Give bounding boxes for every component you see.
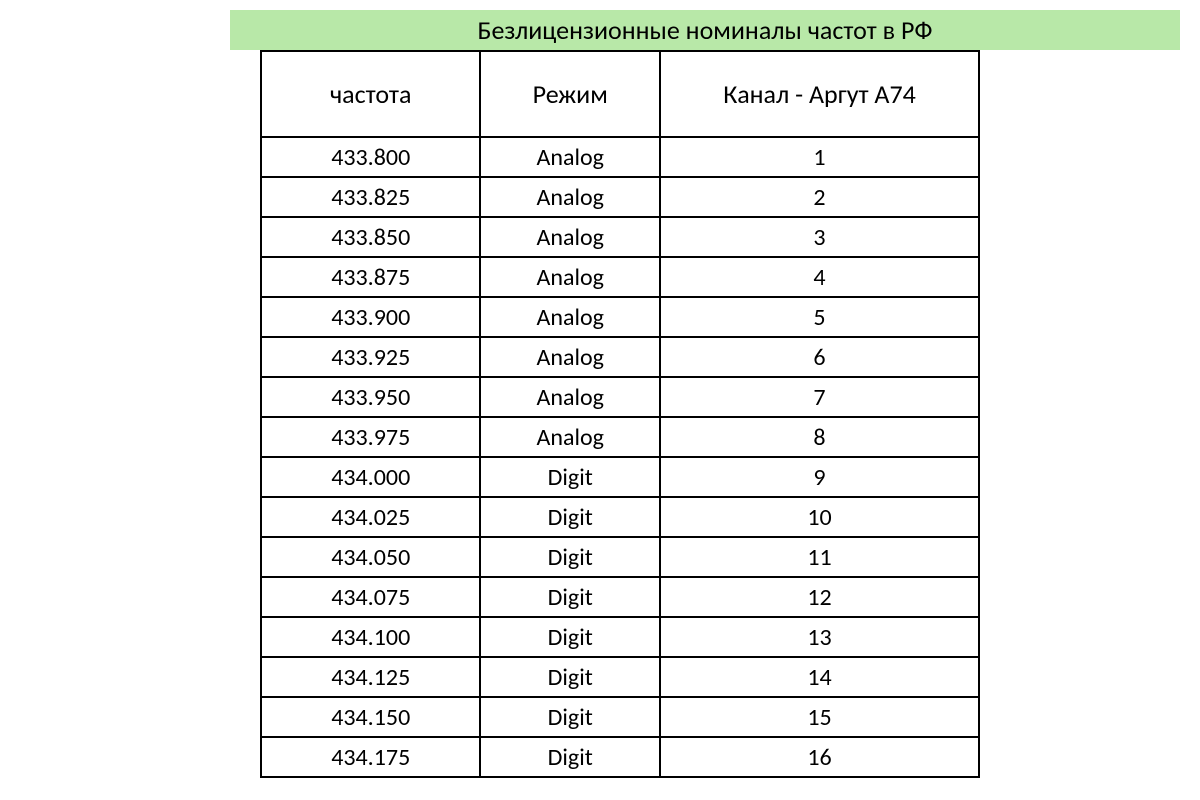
table-cell: 434.075 — [261, 577, 480, 617]
column-header-frequency: частота — [261, 51, 480, 137]
table-cell: 433.800 — [261, 137, 480, 177]
frequency-table: частота Режим Канал - Аргут А74 433.800A… — [260, 50, 980, 778]
table-cell: 15 — [660, 697, 979, 737]
table-cell: 12 — [660, 577, 979, 617]
table-cell: 433.975 — [261, 417, 480, 457]
table-cell: Analog — [480, 417, 660, 457]
table-cell: Digit — [480, 497, 660, 537]
table-row: 433.825Analog2 — [261, 177, 979, 217]
table-cell: 433.900 — [261, 297, 480, 337]
table-row: 434.075Digit12 — [261, 577, 979, 617]
table-row: 434.175Digit16 — [261, 737, 979, 777]
table-cell: Analog — [480, 337, 660, 377]
table-cell: 13 — [660, 617, 979, 657]
table-cell: 434.175 — [261, 737, 480, 777]
table-cell: Digit — [480, 617, 660, 657]
table-cell: 14 — [660, 657, 979, 697]
table-cell: Digit — [480, 577, 660, 617]
table-cell: 433.850 — [261, 217, 480, 257]
table-cell: 434.025 — [261, 497, 480, 537]
table-cell: 2 — [660, 177, 979, 217]
table-body: 433.800Analog1433.825Analog2433.850Analo… — [261, 137, 979, 777]
table-cell: Analog — [480, 297, 660, 337]
table-row: 433.850Analog3 — [261, 217, 979, 257]
table-cell: 433.925 — [261, 337, 480, 377]
table-cell: Digit — [480, 537, 660, 577]
table-row: 434.150Digit15 — [261, 697, 979, 737]
table-cell: 434.050 — [261, 537, 480, 577]
column-header-mode: Режим — [480, 51, 660, 137]
table-cell: Analog — [480, 137, 660, 177]
table-cell: 433.825 — [261, 177, 480, 217]
table-row: 434.000Digit9 — [261, 457, 979, 497]
table-cell: Analog — [480, 217, 660, 257]
table-cell: Digit — [480, 657, 660, 697]
table-cell: 5 — [660, 297, 979, 337]
table-row: 433.950Analog7 — [261, 377, 979, 417]
table-cell: Digit — [480, 457, 660, 497]
table-cell: 434.125 — [261, 657, 480, 697]
table-cell: Analog — [480, 177, 660, 217]
table-cell: 8 — [660, 417, 979, 457]
table-row: 433.975Analog8 — [261, 417, 979, 457]
table-cell: Analog — [480, 257, 660, 297]
page-title: Безлицензионные номиналы частот в РФ — [230, 10, 1180, 50]
table-row: 433.800Analog1 — [261, 137, 979, 177]
table-cell: 11 — [660, 537, 979, 577]
table-cell: 4 — [660, 257, 979, 297]
table-cell: 9 — [660, 457, 979, 497]
table-cell: Digit — [480, 737, 660, 777]
table-cell: 10 — [660, 497, 979, 537]
table-row: 434.050Digit11 — [261, 537, 979, 577]
table-cell: 7 — [660, 377, 979, 417]
table-cell: 3 — [660, 217, 979, 257]
table-header-row: частота Режим Канал - Аргут А74 — [261, 51, 979, 137]
column-header-channel: Канал - Аргут А74 — [660, 51, 979, 137]
table-cell: 433.950 — [261, 377, 480, 417]
table-cell: 6 — [660, 337, 979, 377]
table-cell: 433.875 — [261, 257, 480, 297]
table-row: 433.925Analog6 — [261, 337, 979, 377]
table-row: 434.125Digit14 — [261, 657, 979, 697]
table-row: 433.900Analog5 — [261, 297, 979, 337]
table-cell: 434.150 — [261, 697, 480, 737]
table-row: 433.875Analog4 — [261, 257, 979, 297]
table-cell: 1 — [660, 137, 979, 177]
table-row: 434.025Digit10 — [261, 497, 979, 537]
table-row: 434.100Digit13 — [261, 617, 979, 657]
table-cell: Digit — [480, 697, 660, 737]
table-cell: 16 — [660, 737, 979, 777]
table-cell: Analog — [480, 377, 660, 417]
table-cell: 434.000 — [261, 457, 480, 497]
table-cell: 434.100 — [261, 617, 480, 657]
